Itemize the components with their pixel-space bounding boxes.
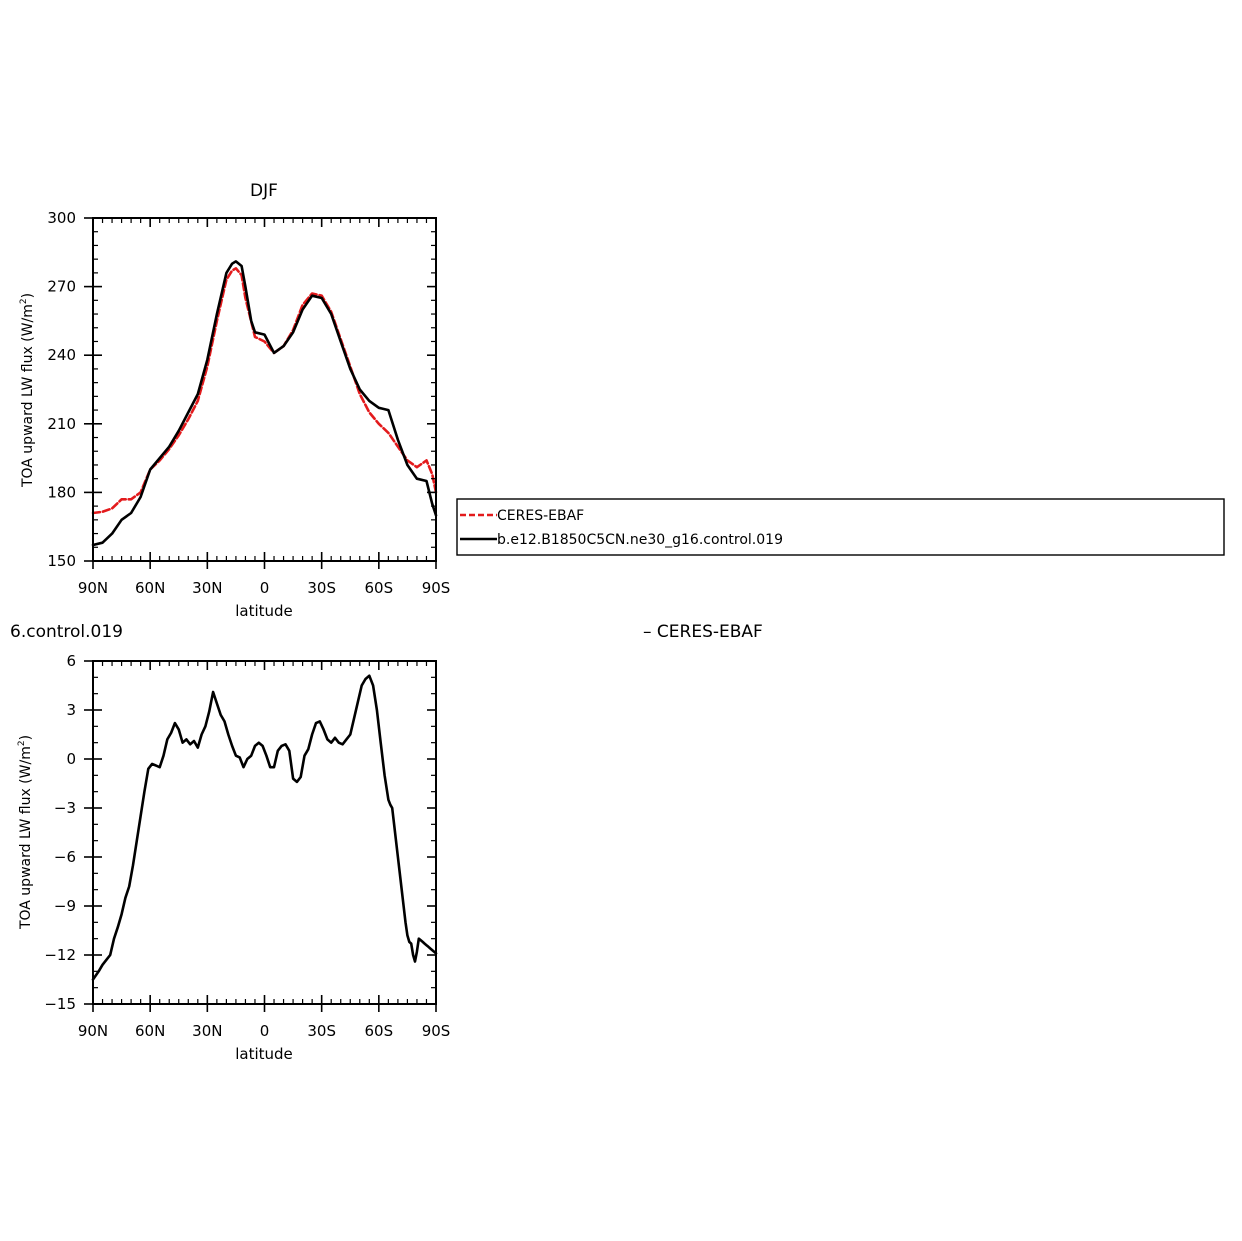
legend: CERES-EBAF b.e12.B1850C5CN.ne30_g16.cont… [456, 498, 1225, 556]
x-tick-label: 30N [192, 1022, 222, 1040]
y-tick-label: 0 [66, 750, 76, 768]
x-tick-label: 60N [135, 1022, 165, 1040]
y-tick-label: 3 [66, 701, 76, 719]
series-line-ceres-ebaf [91, 267, 438, 515]
x-tick-label: 90N [78, 1022, 108, 1040]
x-axis: 90N 60N 30N 0 30S 60S 90S [78, 218, 450, 597]
x-axis-label: latitude [235, 1045, 293, 1063]
y-axis-label: TOA upward LW flux (W/m2) [19, 293, 36, 488]
chart-title: DJF [250, 181, 278, 201]
legend-box [456, 498, 1225, 556]
x-tick-label: 60S [365, 579, 394, 597]
legend-label-ceres: CERES-EBAF [497, 508, 584, 524]
plot-frame [92, 660, 437, 1005]
x-tick-label: 90N [78, 579, 108, 597]
x-axis-label: latitude [235, 602, 293, 620]
y-axis: 150 180 210 240 270 300 [47, 209, 436, 570]
y-tick-label: −15 [44, 995, 76, 1013]
y-axis-label-main: TOA upward LW flux (W/m [20, 304, 36, 488]
y-tick-label: 150 [47, 552, 76, 570]
chart-panel-difference: 6.control.019 – CERES-EBAF −15 −12 −9 −6 −3 0… [10, 622, 763, 1063]
x-tick-label: 60N [135, 579, 165, 597]
y-axis-label-tail: ) [20, 293, 36, 298]
x-tick-label: 0 [260, 1022, 270, 1040]
y-tick-label: −12 [44, 946, 76, 964]
series-line-model [91, 674, 438, 981]
plot-area [91, 660, 438, 1005]
x-tick-label: 30S [307, 1022, 336, 1040]
y-axis-label: TOA upward LW flux (W/m2) [17, 735, 34, 930]
legend-label-model: b.e12.B1850C5CN.ne30_g16.control.019 [497, 532, 783, 548]
plot-area [91, 217, 438, 562]
x-tick-label: 30N [192, 579, 222, 597]
y-axis: −15 −12 −9 −6 −3 0 3 6 [44, 652, 436, 1013]
y-tick-label: 270 [47, 278, 76, 296]
y-tick-label: −3 [54, 799, 76, 817]
y-tick-label: 6 [66, 652, 76, 670]
series-line-model [91, 260, 438, 547]
y-axis-label-superscript: 2 [19, 298, 29, 304]
y-tick-label: 180 [47, 483, 76, 501]
x-tick-label: 60S [365, 1022, 394, 1040]
y-axis-label-superscript: 2 [17, 740, 27, 746]
y-tick-label: 300 [47, 209, 76, 227]
y-tick-label: 210 [47, 415, 76, 433]
x-axis: 90N 60N 30N 0 30S 60S 90S [78, 661, 450, 1040]
chart-title-right: – CERES-EBAF [643, 622, 763, 642]
y-axis-label-tail: ) [18, 735, 34, 740]
y-tick-label: 240 [47, 346, 76, 364]
y-axis-label-main: TOA upward LW flux (W/m [18, 746, 34, 930]
y-tick-label: −9 [54, 897, 76, 915]
chart-title-left: 6.control.019 [10, 622, 123, 642]
x-tick-label: 90S [422, 1022, 451, 1040]
y-tick-label: −6 [54, 848, 76, 866]
plot-frame [92, 217, 437, 562]
x-tick-label: 90S [422, 579, 451, 597]
x-tick-label: 30S [307, 579, 336, 597]
x-tick-label: 0 [260, 579, 270, 597]
